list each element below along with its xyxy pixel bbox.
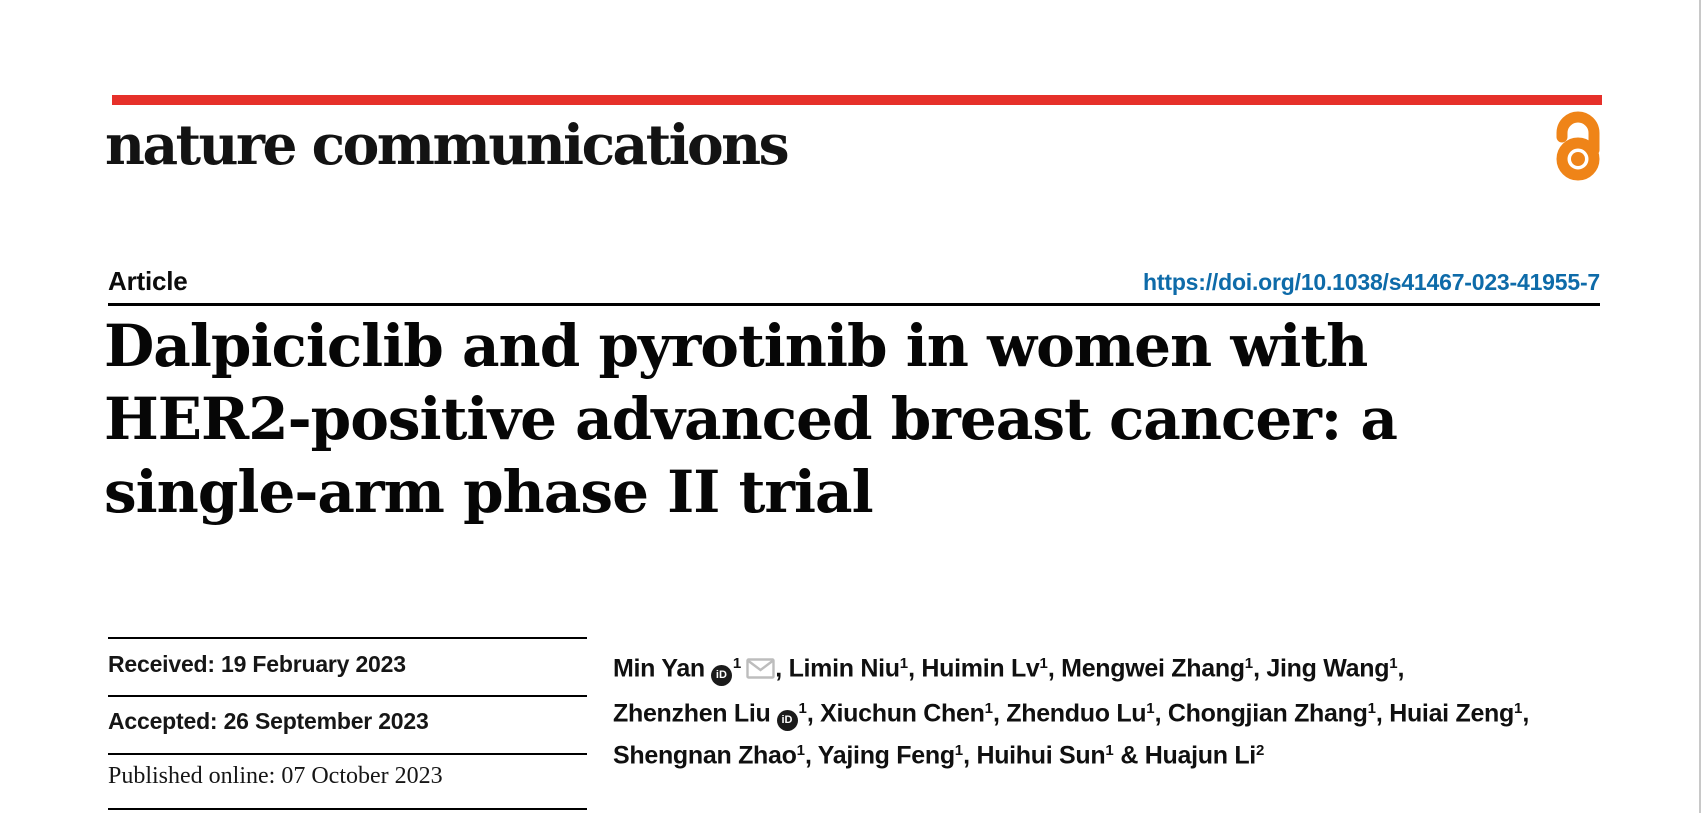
affiliation-superscript: 1 bbox=[796, 741, 805, 759]
author-name: Huiai Zeng bbox=[1389, 699, 1514, 728]
author-separator: , bbox=[908, 654, 922, 683]
author-name: Chongjian Zhang bbox=[1167, 699, 1368, 728]
author-name: Yajing Feng bbox=[817, 740, 955, 769]
article-title-line: single-arm phase II trial bbox=[104, 458, 874, 526]
author-separator: & bbox=[1113, 740, 1145, 769]
orcid-id-icon[interactable]: iD bbox=[710, 665, 732, 687]
open-access-icon bbox=[1551, 106, 1603, 189]
affiliation-superscript: 1 bbox=[798, 699, 807, 717]
affiliation-superscript: 1 bbox=[899, 655, 909, 672]
dates-rule bbox=[108, 753, 587, 755]
author-name: Limin Niu bbox=[788, 654, 900, 683]
accepted-date: Accepted: 26 September 2023 bbox=[108, 708, 429, 734]
envelope-icon[interactable] bbox=[746, 654, 775, 690]
author-name: Huihui Sun bbox=[976, 740, 1106, 769]
author-name: Zhenduo Lu bbox=[1006, 699, 1147, 728]
author-separator: , bbox=[963, 740, 977, 769]
article-title-line: HER2-positive advanced breast cancer: a bbox=[104, 385, 1398, 453]
author-name: Huimin Lv bbox=[921, 654, 1040, 683]
author-name: Shengnan Zhao bbox=[613, 740, 797, 769]
author-block: Min Yan iD1, Limin Niu1, Huimin Lv1, Meng… bbox=[613, 645, 1529, 774]
affiliation-superscript: 1 bbox=[1514, 699, 1523, 717]
article-title: Dalpiciclib and pyrotinib in women with … bbox=[104, 310, 1604, 529]
affiliation-superscript: 1 bbox=[1105, 741, 1114, 759]
title-divider-rule bbox=[108, 303, 1600, 306]
affiliation-superscript: 1 bbox=[1244, 655, 1254, 672]
page-edge-line bbox=[1699, 0, 1701, 813]
article-type-label: Article bbox=[108, 266, 188, 296]
author-separator: , bbox=[992, 699, 1007, 728]
affiliation-superscript: 1 bbox=[1146, 699, 1155, 717]
doi-link[interactable]: https://doi.org/10.1038/s41467-023-41955… bbox=[1143, 269, 1600, 295]
dates-rule bbox=[108, 695, 587, 697]
author-separator: , bbox=[1047, 654, 1062, 683]
author-separator: , bbox=[804, 740, 818, 769]
dates-rule bbox=[108, 637, 587, 639]
affiliation-superscript: 1 bbox=[984, 699, 993, 717]
author-separator: , bbox=[1154, 699, 1168, 728]
affiliation-superscript: 2 bbox=[1255, 741, 1265, 759]
author-name: Mengwei Zhang bbox=[1061, 654, 1245, 683]
author-name: Zhenzhen Liu bbox=[613, 699, 771, 728]
published-date: Published online: 07 October 2023 bbox=[108, 763, 443, 789]
affiliation-superscript: 1 bbox=[1039, 655, 1048, 672]
dates-rule bbox=[108, 808, 587, 810]
author-separator: , bbox=[806, 699, 821, 728]
article-title-line: Dalpiciclib and pyrotinib in women with bbox=[104, 312, 1368, 380]
author-line: Shengnan Zhao1, Yajing Feng1, Huihui Sun… bbox=[613, 732, 1513, 774]
received-date: Received: 19 February 2023 bbox=[108, 651, 406, 677]
affiliation-superscript: 1 bbox=[1389, 655, 1398, 672]
masthead-red-bar bbox=[112, 95, 1602, 105]
affiliation-superscript: 1 bbox=[954, 741, 964, 759]
author-line: Min Yan iD1, Limin Niu1, Huimin Lv1, Meng… bbox=[613, 645, 1513, 690]
author-name: Xiuchun Chen bbox=[820, 699, 985, 728]
journal-logo: nature communications bbox=[105, 112, 790, 177]
author-separator: , bbox=[1397, 654, 1405, 683]
author-name: Jing Wang bbox=[1266, 654, 1390, 683]
author-separator: , bbox=[1375, 699, 1390, 728]
author-separator: , bbox=[775, 654, 789, 683]
author-separator: , bbox=[1522, 699, 1529, 728]
orcid-id-icon[interactable]: iD bbox=[776, 710, 798, 732]
author-separator: , bbox=[1253, 654, 1267, 683]
affiliation-superscript: 1 bbox=[1367, 699, 1376, 717]
affiliation-superscript: 1 bbox=[732, 655, 742, 672]
author-name: Huajun Li bbox=[1144, 740, 1256, 769]
author-name: Min Yan bbox=[613, 654, 705, 683]
author-line: Zhenzhen Liu iD1, Xiuchun Chen1, Zhenduo … bbox=[613, 690, 1529, 732]
